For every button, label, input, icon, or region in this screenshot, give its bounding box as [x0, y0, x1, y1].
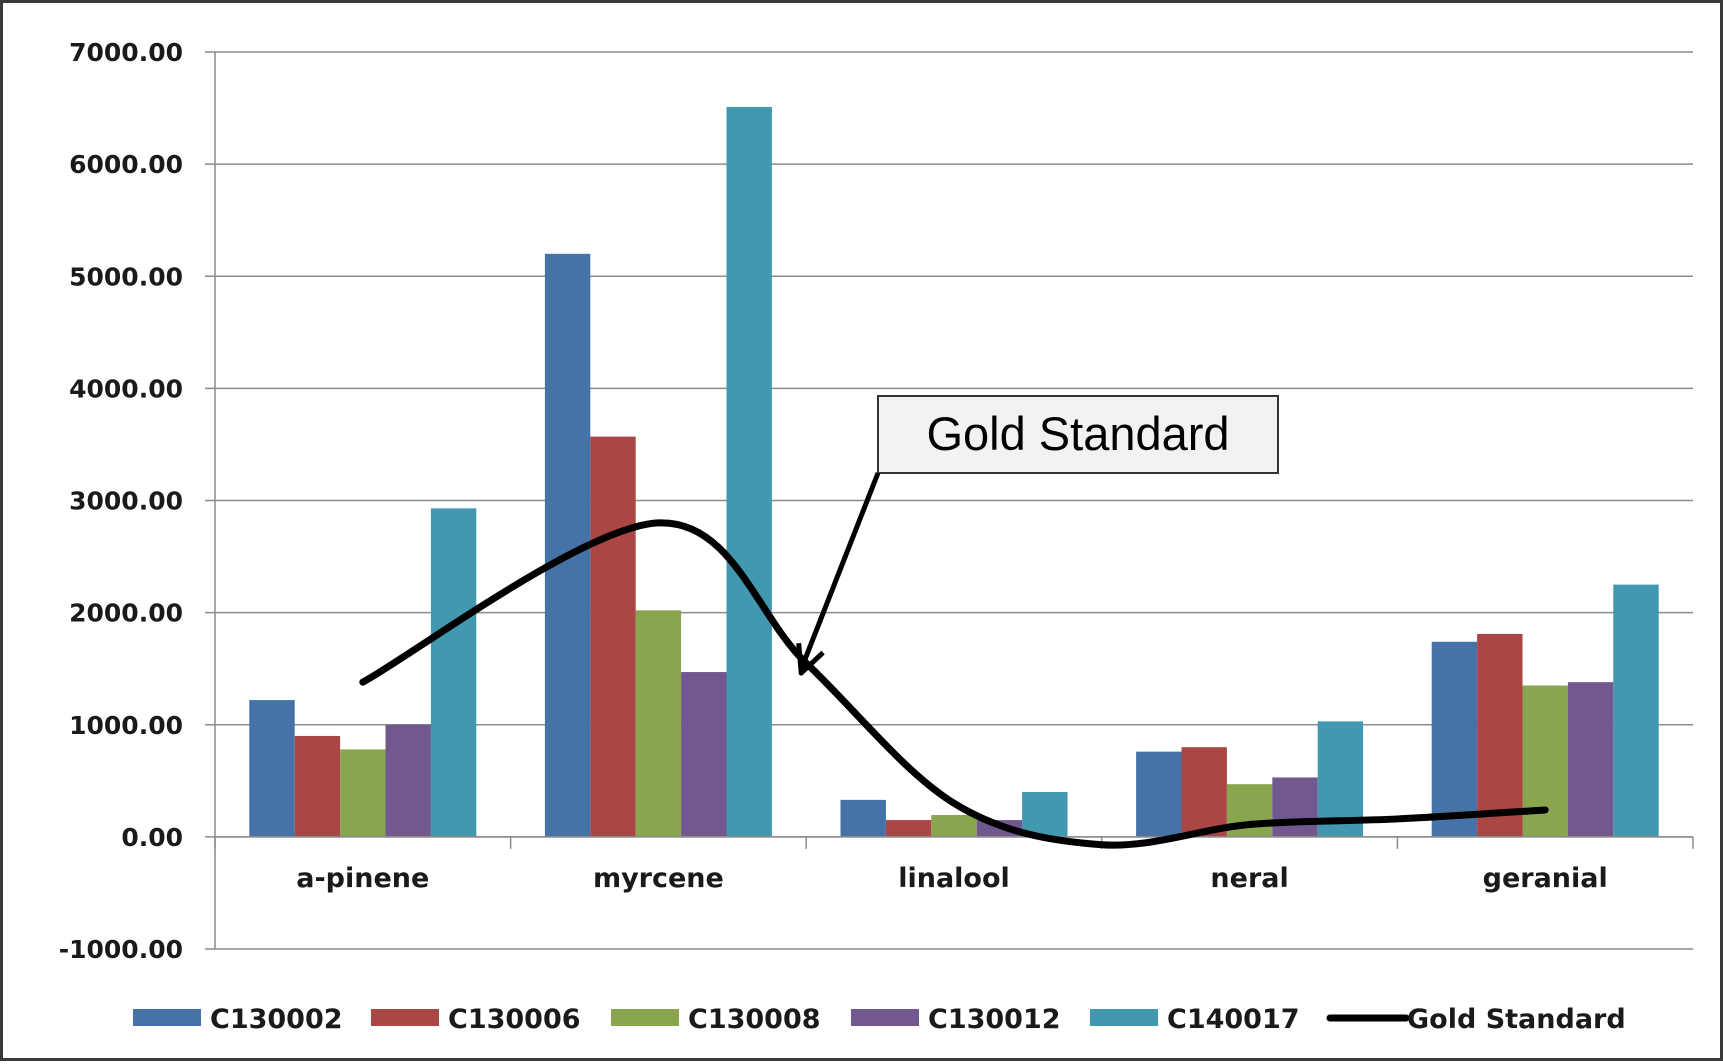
bar-c130008 [635, 610, 682, 837]
legend-label: C130012 [928, 1004, 1061, 1035]
x-tick-label: geranial [1483, 863, 1608, 894]
bar-c130012 [681, 672, 727, 837]
bar-c130012 [1567, 682, 1614, 837]
legend-swatch-c140017 [1090, 1009, 1158, 1026]
bar-c130012 [385, 724, 431, 837]
bar-c140017 [430, 508, 477, 837]
callout: Gold Standard [796, 395, 1279, 676]
y-tick-label: 3000.00 [69, 487, 183, 516]
axes: 7000.00 6000.00 5000.00 4000.00 3000.00 2000.… [59, 38, 1694, 964]
x-tick-label: linalool [898, 863, 1010, 894]
legend-swatch-c130008 [611, 1009, 679, 1026]
bar-c140017 [1022, 792, 1068, 837]
legend-label: C130002 [210, 1004, 343, 1035]
chart-svg: 7000.00 6000.00 5000.00 4000.00 3000.00 2000.… [59, 38, 1694, 1035]
bar-c130008 [931, 815, 977, 837]
y-tick-label: 7000.00 [69, 38, 183, 67]
bars [249, 106, 1659, 837]
callout-label: Gold Standard [926, 407, 1229, 460]
y-tick-label: 6000.00 [69, 150, 183, 179]
callout-arrow-head [796, 642, 825, 676]
y-tick-label: -1000.00 [59, 935, 183, 964]
bar-c130006 [1477, 633, 1523, 837]
bar-c130006 [294, 735, 341, 837]
legend-swatch-c130012 [851, 1009, 919, 1026]
gold-standard-overlay [359, 519, 1549, 849]
y-tick-label: 5000.00 [69, 262, 183, 291]
callout-arrow-line [798, 472, 881, 670]
x-tick-label: neral [1210, 863, 1288, 894]
legend-swatch-c130006 [371, 1009, 439, 1026]
legend: C130002 C130006 C130008 C130012 C140017 Gold … [133, 1004, 1626, 1035]
bar-c130002 [249, 700, 295, 837]
bar-c140017 [1613, 584, 1659, 837]
bar-c130006 [885, 820, 932, 837]
y-tick-label: 0.00 [121, 823, 183, 852]
x-tick-label: a-pinene [296, 863, 429, 894]
bar-c130006 [1181, 747, 1227, 837]
y-tick-label: 4000.00 [69, 374, 183, 403]
bar-c130002 [840, 799, 886, 837]
bar-c130006 [590, 436, 636, 837]
y-tick-label: 2000.00 [69, 599, 183, 628]
bar-c130012 [1272, 777, 1318, 837]
legend-label: C140017 [1167, 1004, 1300, 1035]
bar-c140017 [726, 106, 772, 837]
legend-label: C130006 [448, 1004, 581, 1035]
legend-label: Gold Standard [1407, 1004, 1626, 1035]
bar-c130008 [340, 749, 386, 837]
legend-label: C130008 [688, 1004, 821, 1035]
bar-c130002 [1431, 641, 1478, 837]
y-tick-label: 1000.00 [69, 711, 183, 740]
gold-standard-line [359, 519, 1549, 849]
callout-box [877, 395, 1279, 474]
x-tick-label: myrcene [593, 863, 724, 894]
bar-c130002 [1136, 751, 1182, 837]
legend-swatch-c130002 [133, 1009, 201, 1026]
